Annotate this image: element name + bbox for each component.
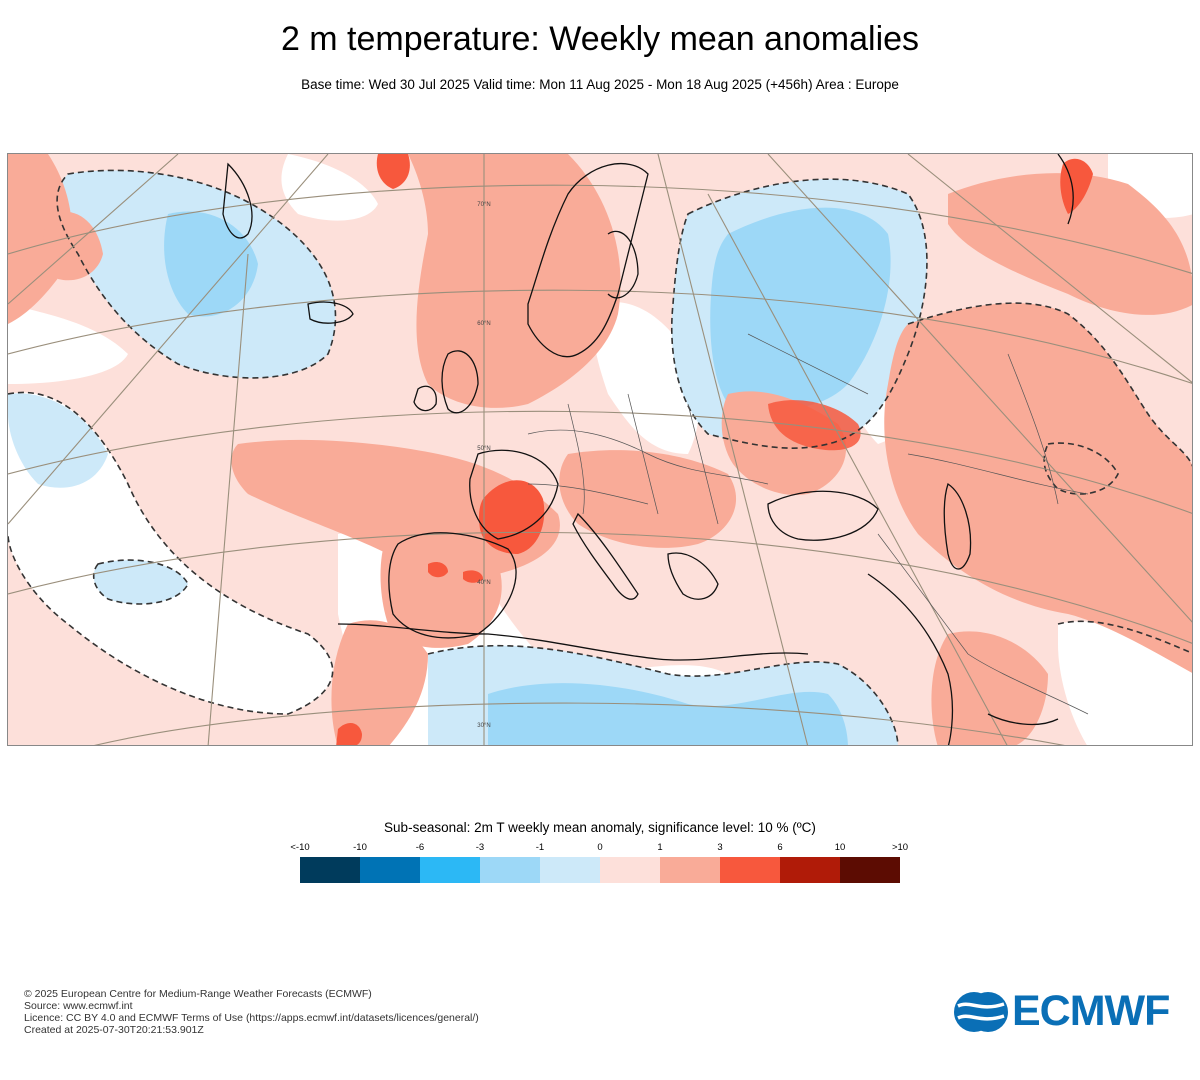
legend-tick-label: 1	[657, 842, 663, 853]
hot-anomaly-region	[479, 480, 545, 554]
legend-tick-label: -6	[415, 842, 425, 853]
lat-label-30n: 30°N	[477, 723, 490, 729]
legend-swatch	[300, 857, 360, 883]
lat-label-70n: 70°N	[477, 202, 490, 208]
neutral-region	[281, 154, 378, 221]
lat-label-40n: 40°N	[477, 580, 490, 586]
legend-tick-label: 3	[717, 842, 723, 853]
hot-anomaly-region	[376, 154, 410, 189]
legend-swatch	[420, 857, 480, 883]
footer-source: Source: www.ecmwf.int	[24, 1000, 133, 1012]
legend-tick-labels: <-10 -10 -6 -3 -1 0 1 3 6 10 >10	[290, 842, 908, 854]
legend-color-bar	[300, 857, 900, 883]
cool-anomaly-region	[710, 207, 891, 410]
chart-subtitle: Base time: Wed 30 Jul 2025 Valid time: M…	[301, 77, 899, 92]
neutral-region	[8, 304, 128, 384]
cool-anomaly-region	[164, 211, 258, 317]
lat-label-60n: 60°N	[477, 321, 490, 327]
legend-swatch	[780, 857, 840, 883]
footer-created: Created at 2025-07-30T20:21:53.901Z	[24, 1024, 204, 1036]
hot-anomaly-region	[768, 400, 861, 451]
hot-anomaly-region	[336, 723, 362, 745]
warm-anomaly-region	[8, 154, 72, 324]
legend-tick-label: 10	[834, 842, 846, 853]
warm-anomaly-region	[559, 450, 737, 548]
legend-swatch	[540, 857, 600, 883]
anomaly-map: 70°N 60°N 50°N 40°N 30°N	[7, 153, 1193, 746]
legend-swatch	[660, 857, 720, 883]
ecmwf-logo: ECMWF	[952, 987, 1182, 1036]
legend-swatch	[360, 857, 420, 883]
legend-swatch	[480, 857, 540, 883]
legend-swatch	[720, 857, 780, 883]
lat-label-50n: 50°N	[477, 446, 490, 452]
legend-swatch	[600, 857, 660, 883]
footer-licence: Licence: CC BY 4.0 and ECMWF Terms of Us…	[24, 1012, 479, 1024]
cool-anomaly-region	[488, 683, 848, 745]
cool-anomaly-region	[8, 393, 108, 488]
legend-title: Sub-seasonal: 2m T weekly mean anomaly, …	[384, 820, 816, 835]
legend-tick-label: -3	[475, 842, 485, 853]
legend-tick-label: 0	[597, 842, 603, 853]
legend-tick-label: -10	[353, 842, 367, 853]
ecmwf-logo-text: ECMWF	[1012, 987, 1170, 1035]
legend-tick-label: 6	[777, 842, 783, 853]
footer-credits: © 2025 European Centre for Medium-Range …	[24, 988, 479, 1036]
legend-tick-label: -1	[535, 842, 545, 853]
chart-title: 2 m temperature: Weekly mean anomalies	[280, 20, 920, 58]
legend-swatch	[840, 857, 900, 883]
ecmwf-logo-icon	[954, 992, 1008, 1032]
warm-anomaly-region	[380, 530, 502, 648]
warm-anomaly-region	[231, 439, 560, 578]
legend-tick-label: >10	[891, 842, 909, 853]
hot-anomaly-region	[463, 570, 483, 583]
hot-anomaly-region	[428, 561, 448, 578]
warm-anomaly-region	[948, 173, 1192, 315]
warm-anomaly-region	[884, 303, 1192, 673]
cool-anomaly-region	[93, 560, 188, 604]
footer-copyright: © 2025 European Centre for Medium-Range …	[24, 988, 372, 1000]
warm-anomaly-region	[331, 620, 428, 745]
warm-anomaly-region	[408, 154, 621, 408]
legend-tick-label: <-10	[290, 842, 310, 853]
